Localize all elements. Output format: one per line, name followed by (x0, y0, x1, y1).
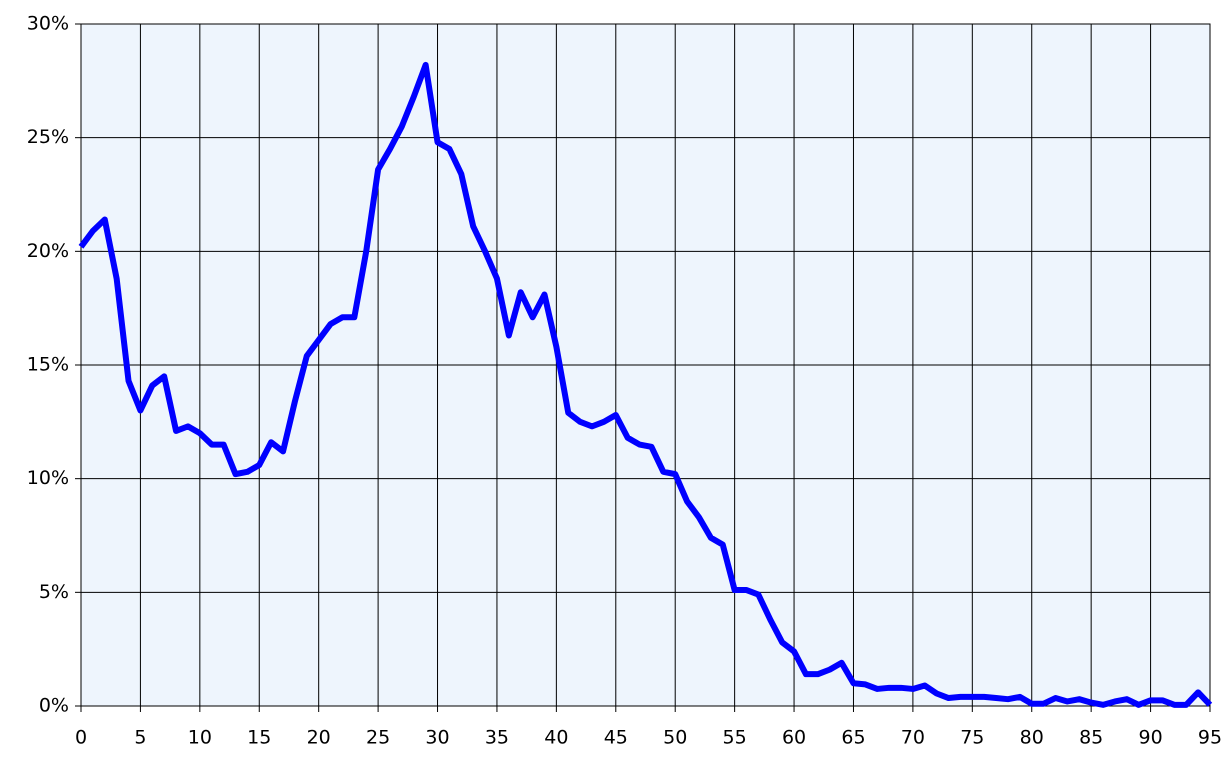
x-tick-label: 70 (901, 727, 925, 749)
x-tick-label: 5 (134, 727, 146, 749)
x-tick-label: 65 (841, 727, 865, 749)
y-tick-label: 25% (27, 126, 69, 148)
x-tick-label: 25 (366, 727, 390, 749)
x-tick-label: 20 (307, 727, 331, 749)
x-tick-label: 90 (1138, 727, 1162, 749)
y-tick-label: 30% (27, 13, 69, 35)
x-tick-label: 85 (1079, 727, 1103, 749)
data-line (78, 61, 1213, 708)
x-tick-label: 75 (960, 727, 984, 749)
x-tick-label: 60 (782, 727, 806, 749)
x-tick-label: 95 (1198, 727, 1222, 749)
x-tick-label: 30 (425, 727, 449, 749)
x-tick-label: 80 (1020, 727, 1044, 749)
y-tick-label: 5% (39, 581, 69, 603)
y-tick-label: 15% (27, 354, 69, 376)
y-tick-label: 10% (27, 467, 69, 489)
x-tick-label: 50 (663, 727, 687, 749)
x-tick-label: 40 (544, 727, 568, 749)
y-tick-label: 20% (27, 240, 69, 262)
x-tick-label: 0 (75, 727, 87, 749)
x-tick-label: 10 (188, 727, 212, 749)
x-tick-label: 35 (485, 727, 509, 749)
x-tick-label: 55 (723, 727, 747, 749)
x-tick-label: 15 (247, 727, 271, 749)
x-tick-label: 45 (604, 727, 628, 749)
y-tick-label: 0% (39, 695, 69, 717)
